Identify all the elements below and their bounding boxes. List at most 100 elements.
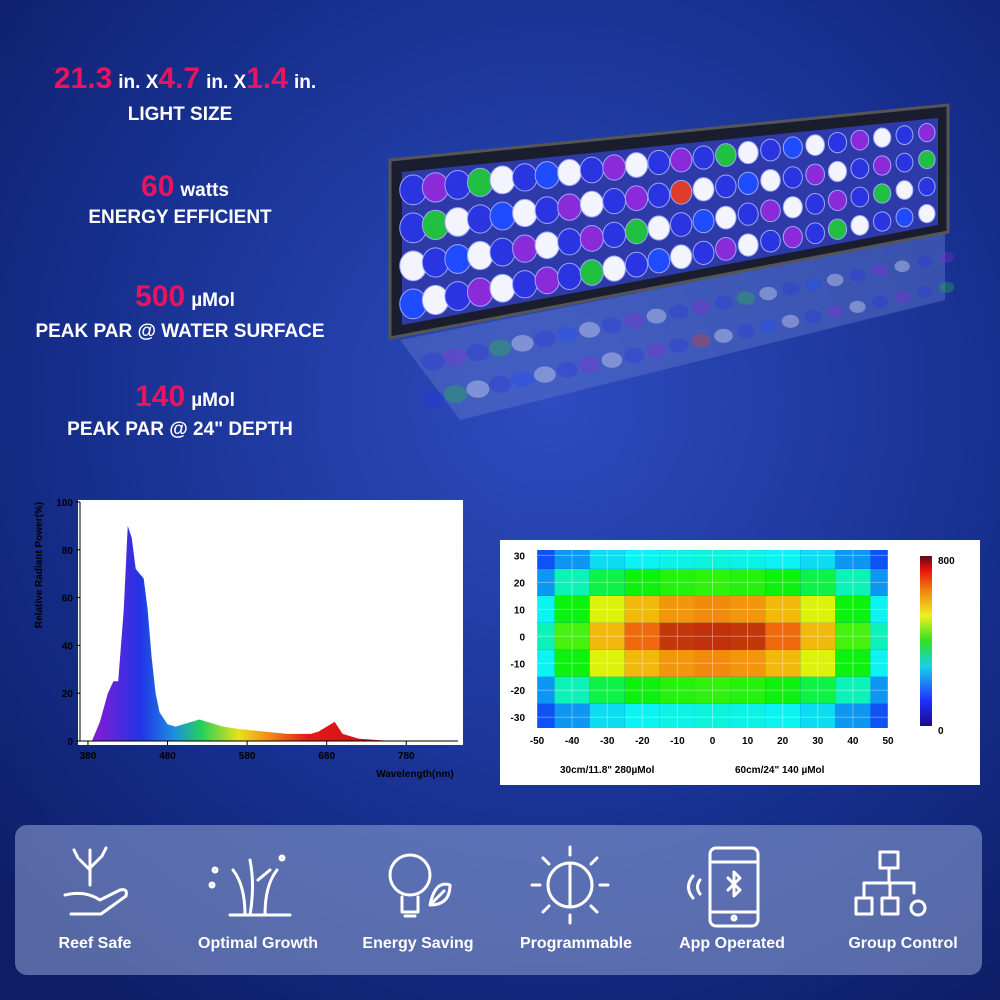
x-tick-label: -20 <box>635 736 650 747</box>
led-reflection <box>736 291 755 305</box>
heat-cell <box>694 550 731 569</box>
led <box>760 169 781 192</box>
y-tick-label: 40 <box>62 641 74 652</box>
x-tick-label: 780 <box>398 751 415 762</box>
spec-value: 60 watts <box>141 170 229 203</box>
led <box>760 199 781 223</box>
spec-number: 4.7 <box>158 62 200 95</box>
led <box>602 255 627 282</box>
y-tick-label: -20 <box>511 686 526 697</box>
led <box>805 222 826 245</box>
led <box>624 218 649 245</box>
led <box>805 163 826 186</box>
heat-cell <box>765 568 801 596</box>
led-reflection <box>488 339 512 357</box>
heat-cell <box>659 649 695 677</box>
led <box>489 165 516 195</box>
heat-cell <box>730 595 766 623</box>
y-tick-label: 30 <box>514 551 526 562</box>
heat-cell <box>835 649 871 677</box>
led <box>827 189 848 212</box>
x-tick-label: 30 <box>812 736 824 747</box>
heat-cell <box>624 622 660 650</box>
x-tick-label: -40 <box>565 736 580 747</box>
heat-cell <box>589 595 625 623</box>
led <box>512 270 538 299</box>
led <box>737 202 759 226</box>
led <box>557 193 582 221</box>
heat-cell <box>537 622 555 650</box>
led <box>669 244 693 270</box>
heat-cell <box>554 649 590 677</box>
led-reflection <box>579 321 600 338</box>
colorbar-label: 0 <box>938 726 944 737</box>
led <box>557 158 582 187</box>
heat-cell <box>589 568 625 596</box>
heat-cell <box>659 703 695 728</box>
led-reflection <box>894 260 910 273</box>
spec-number: 140 <box>135 380 185 413</box>
led <box>647 182 671 208</box>
led-reflection <box>443 348 468 366</box>
led-reflection <box>669 338 689 353</box>
heat-cell <box>765 595 801 623</box>
led <box>873 127 892 148</box>
x-tick-label: -10 <box>670 736 685 747</box>
led <box>715 237 737 261</box>
led <box>692 145 715 170</box>
led <box>895 180 914 200</box>
heat-cell <box>624 568 660 596</box>
heat-cell <box>694 649 731 677</box>
led-reflection <box>669 304 689 319</box>
x-axis-label: Wavelength(nm) <box>376 769 453 780</box>
led <box>512 198 538 228</box>
heat-cell <box>589 550 625 569</box>
x-tick-label: 20 <box>777 736 789 747</box>
heat-cell <box>537 550 555 569</box>
led <box>715 143 737 167</box>
led <box>557 228 582 256</box>
colorbar <box>920 556 932 726</box>
heat-cell <box>624 649 660 677</box>
led <box>489 273 516 303</box>
led <box>489 201 516 231</box>
led <box>873 183 892 204</box>
led-reflection <box>646 342 667 358</box>
led <box>850 186 870 208</box>
led <box>918 122 936 143</box>
led <box>737 233 759 257</box>
led-reflection <box>579 357 600 373</box>
led-reflection <box>488 375 512 393</box>
led <box>715 205 737 230</box>
x-tick-label: -30 <box>600 736 615 747</box>
led-reflection <box>556 326 578 343</box>
feature-label: Reef Safe <box>59 935 132 952</box>
led-reflection <box>826 273 844 287</box>
led-reflection <box>736 324 755 338</box>
led <box>692 177 715 202</box>
led-reflection <box>466 343 490 362</box>
heat-cell <box>835 595 871 623</box>
heat-cell <box>624 550 660 569</box>
y-tick-label: 20 <box>62 689 74 700</box>
led-reflection <box>804 310 822 323</box>
heat-cell <box>765 550 801 569</box>
led <box>579 224 604 252</box>
led <box>827 131 848 154</box>
led-reflection <box>714 328 733 343</box>
heat-cell <box>835 550 871 569</box>
led <box>512 163 538 192</box>
led <box>895 125 914 145</box>
led <box>444 244 472 274</box>
heat-cell <box>694 595 731 623</box>
led-reflection <box>646 308 667 324</box>
spec-value: 140 µMol <box>135 380 235 413</box>
led <box>602 188 627 215</box>
heat-cell <box>730 550 766 569</box>
heat-cell <box>870 649 888 677</box>
y-tick-label: -10 <box>511 659 526 670</box>
led-reflection <box>781 314 800 328</box>
heat-cell <box>554 622 590 650</box>
heat-cell <box>554 676 590 704</box>
feature-panel <box>15 825 982 975</box>
